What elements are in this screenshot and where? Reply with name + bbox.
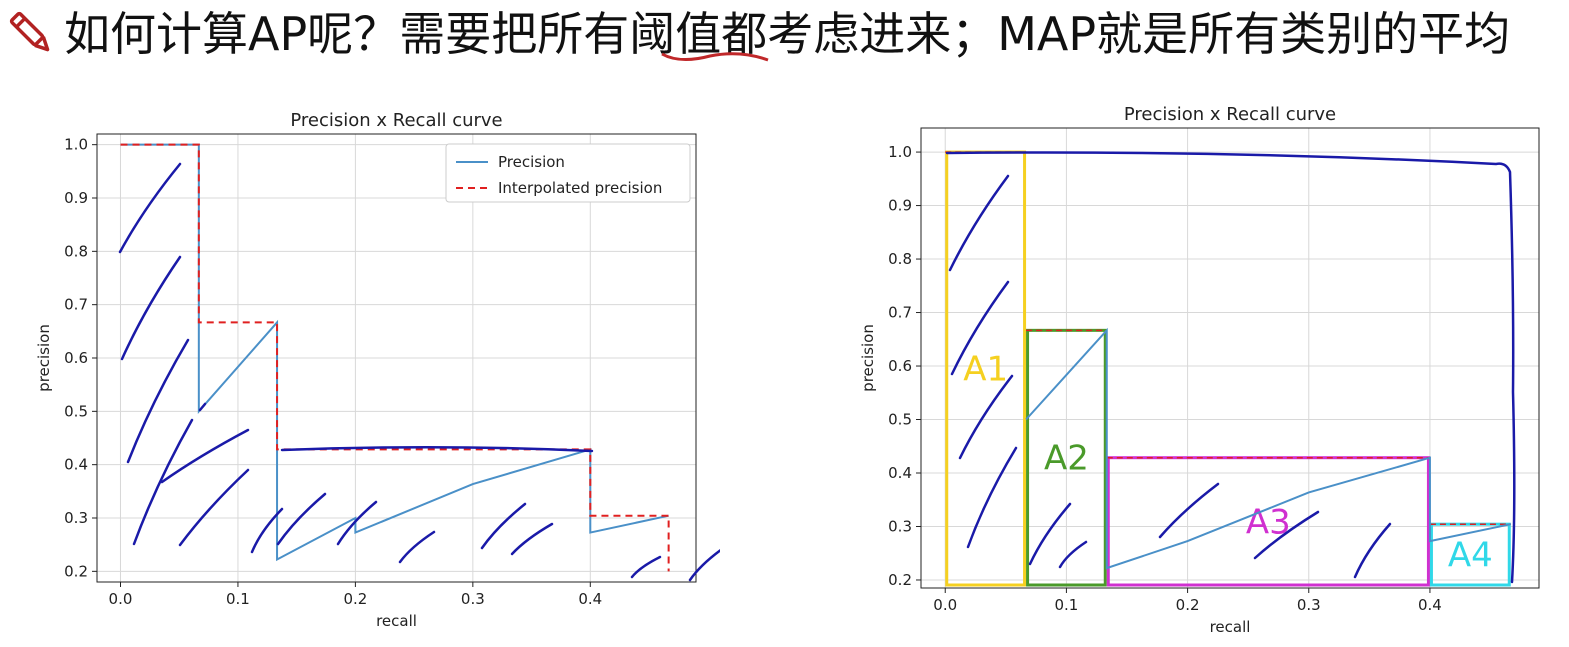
ink-hatch [120, 255, 182, 361]
area-label-a4: A4 [1448, 536, 1493, 576]
x-axis-label: recall [1210, 618, 1251, 636]
x-tick-label: 0.1 [226, 590, 250, 608]
ink-hatch [630, 555, 662, 579]
headline-text: 如何计算AP呢？需要把所有阈值都考虑进来；MAP就是所有类别的平均 [64, 7, 1511, 61]
x-tick-label: 0.0 [933, 596, 957, 614]
ink-hatch [510, 522, 554, 556]
ink-hatch [1028, 502, 1072, 566]
ink-hatch [1353, 522, 1392, 579]
y-axis-label: precision [859, 324, 877, 392]
area-label-a2: A2 [1044, 439, 1089, 479]
ink-hatch [398, 530, 436, 564]
chart-right: 0.0 0.1 0.2 0.3 0.4 0.2 0.3 0.4 0.5 0.6 0.7 0.8 0.9 1… [859, 104, 1540, 636]
x-tick-label: 0.4 [578, 590, 602, 608]
x-tick-label: 0.3 [461, 590, 485, 608]
y-tick-label: 0.3 [888, 517, 912, 535]
x-tick-label: 0.1 [1054, 596, 1078, 614]
area-label-a1: A1 [963, 350, 1008, 390]
chart-title: Precision x Recall curve [290, 110, 502, 131]
y-tick-label: 0.2 [888, 571, 912, 589]
x-tick-label: 0.4 [1418, 596, 1442, 614]
y-tick-label: 0.6 [64, 349, 88, 367]
y-tick-label: 0.2 [64, 562, 88, 580]
headline: 如何计算AP呢？需要把所有阈值都考虑进来；MAP就是所有类别的平均 [0, 0, 1569, 80]
legend-label-1: Interpolated precision [498, 179, 662, 197]
y-tick-label: 0.5 [888, 411, 912, 429]
ink-hatch [118, 162, 182, 254]
x-tick-label: 0.3 [1297, 596, 1321, 614]
ink-hatch [1058, 540, 1088, 569]
ink-hatch [688, 549, 720, 582]
pencil-icon [9, 11, 50, 52]
legend-box [445, 143, 691, 203]
y-axis-label: precision [35, 324, 53, 392]
ink-hatch [160, 428, 250, 484]
x-tick-label: 0.2 [343, 590, 367, 608]
ink-hatch [950, 280, 1010, 376]
y-tick-label: 0.8 [888, 250, 912, 268]
ink-hatch [336, 500, 378, 546]
y-tick-label: 0.8 [64, 242, 88, 260]
ink-hatch [480, 502, 527, 550]
series-line-1 [120, 143, 670, 572]
y-tick-label: 0.9 [888, 197, 912, 215]
ink-hatch [958, 374, 1014, 460]
ink-hatch [1253, 510, 1320, 560]
y-tick-label: 0.3 [64, 509, 88, 527]
ink-hatch [966, 446, 1018, 549]
x-tick-label: 0.2 [1176, 596, 1200, 614]
y-tick-label: 0.5 [64, 402, 88, 420]
y-tick-label: 0.7 [64, 296, 88, 314]
y-tick-label: 1.0 [888, 143, 912, 161]
ink-hatch [126, 338, 190, 464]
ink-enclosure [945, 151, 1516, 584]
ink-hatch [276, 492, 327, 546]
ink-dash-line [280, 445, 594, 453]
ink-hatch [132, 418, 194, 546]
chart-left: 0.0 0.1 0.2 0.3 0.4 0.2 0.3 0.4 0.5 0.6 0.7 0.8 0.9 1… [35, 110, 720, 630]
chart-title: Precision x Recall curve [1124, 104, 1336, 125]
underline-scribble [661, 52, 769, 62]
y-tick-label: 0.4 [888, 464, 912, 482]
series-line-0 [1025, 327, 1511, 570]
plot-frame [920, 127, 1540, 589]
y-tick-label: 0.4 [64, 456, 88, 474]
series-line-0 [120, 143, 669, 562]
y-tick-label: 0.7 [888, 304, 912, 322]
y-tick-label: 0.9 [64, 189, 88, 207]
ink-hatch [948, 174, 1010, 272]
ink-hatch [178, 468, 250, 547]
ink-mark [198, 402, 207, 412]
x-tick-label: 0.0 [109, 590, 133, 608]
x-axis-label: recall [376, 612, 417, 630]
legend-label-0: Precision [498, 153, 565, 171]
y-tick-label: 1.0 [64, 136, 88, 154]
ink-hatch [1158, 482, 1220, 539]
y-tick-label: 0.6 [888, 357, 912, 375]
ink-hatch [250, 507, 284, 554]
